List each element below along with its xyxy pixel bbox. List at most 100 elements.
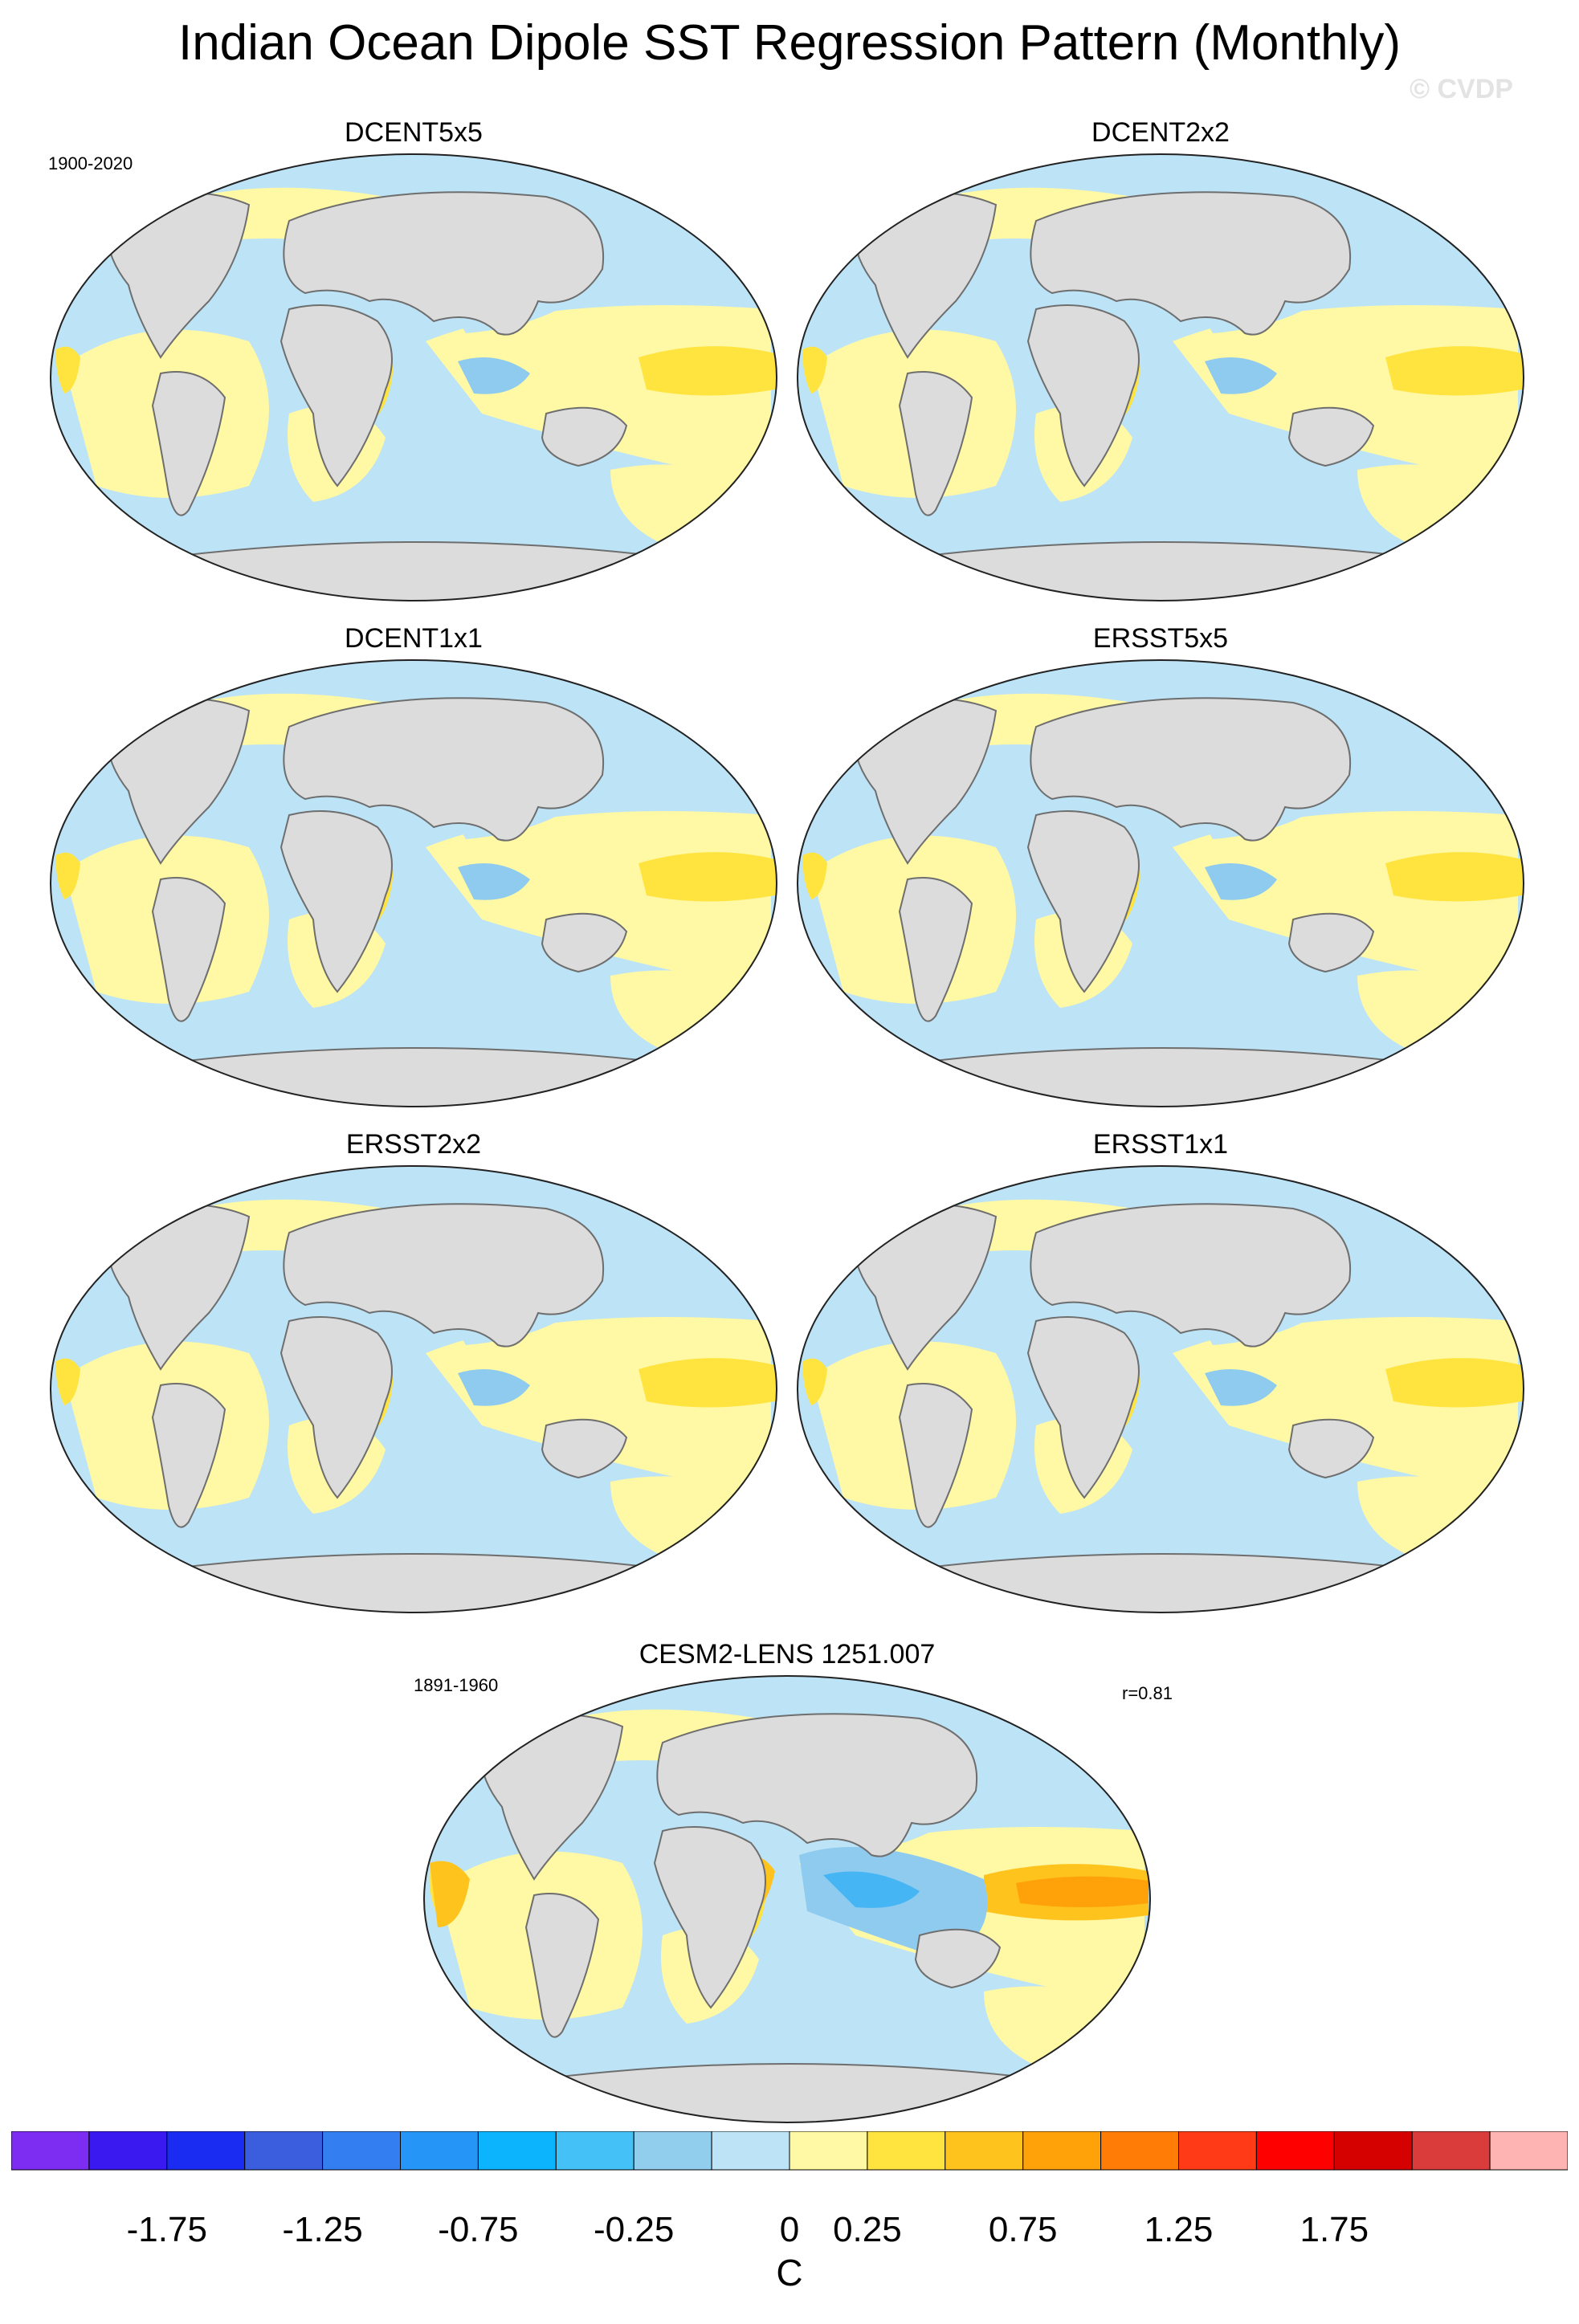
colorbar-swatch — [1489, 2131, 1568, 2171]
land-mass — [656, 1713, 978, 1857]
cvdp-watermark: © CVDP — [1410, 74, 1513, 104]
colorbar-swatch — [88, 2131, 168, 2171]
sst-region — [639, 852, 775, 902]
land-mass — [853, 192, 998, 359]
land-mass — [531, 2063, 1051, 2122]
colorbar-swatch — [711, 2131, 790, 2171]
colorbar-tick-label: -0.25 — [594, 2210, 675, 2249]
world-map — [50, 1165, 777, 1613]
colorbar-tick-label: -0.75 — [438, 2210, 519, 2249]
land-mass — [279, 810, 393, 993]
land-mass — [1026, 1316, 1140, 1499]
colorbar-swatch — [789, 2131, 868, 2171]
land-mass — [1287, 912, 1375, 973]
land-mass — [283, 191, 605, 336]
world-map — [797, 153, 1524, 601]
sst-region — [802, 346, 827, 393]
land-mass — [1026, 304, 1140, 487]
colorbar-swatch — [1100, 2131, 1179, 2171]
map-panel: ERSST5x5 — [795, 622, 1526, 1107]
world-map — [797, 659, 1524, 1107]
colorbar-unit: C — [776, 2252, 803, 2293]
land-mass — [541, 406, 628, 467]
land-mass — [853, 698, 998, 865]
sst-region — [802, 852, 827, 899]
map-border — [50, 153, 777, 601]
land-mass — [151, 371, 226, 516]
land-mass — [283, 697, 605, 842]
colorbar-swatch — [555, 2131, 634, 2171]
correlation-label: r=0.81 — [1122, 1683, 1173, 1703]
colorbar-swatch — [166, 2131, 246, 2171]
map-panel: DCENT5x5 1900-2020 — [48, 116, 779, 601]
period-label: 1900-2020 — [48, 153, 133, 173]
colorbar-tick-label: -1.25 — [282, 2210, 363, 2249]
panel-title: ERSST5x5 — [1092, 623, 1229, 654]
panel-title: ERSST2x2 — [345, 1129, 482, 1160]
sst-region — [458, 1369, 530, 1406]
colorbar-swatch — [1178, 2131, 1257, 2171]
sst-region — [1205, 1369, 1277, 1406]
land-mass — [1287, 1418, 1375, 1479]
colorbar-swatch — [1022, 2131, 1102, 2171]
land-mass — [106, 192, 251, 359]
land-mass — [524, 1893, 600, 2038]
land-mass — [151, 877, 226, 1022]
panel-title: DCENT5x5 — [345, 117, 483, 148]
map-border — [797, 153, 1524, 601]
colorbar-tick-label: -1.75 — [126, 2210, 207, 2249]
colorbar-swatch — [1255, 2131, 1335, 2171]
sst-region — [639, 1358, 775, 1408]
sst-region — [1205, 357, 1277, 394]
land-mass — [1030, 697, 1352, 842]
sst-region — [55, 346, 80, 393]
land-mass — [541, 912, 628, 973]
map-panel: DCENT2x2 — [795, 116, 1526, 601]
colorbar-tick-label: 0.25 — [833, 2210, 902, 2249]
colorbar — [11, 2131, 1568, 2171]
map-border — [50, 1165, 777, 1613]
colorbar-swatch — [1411, 2131, 1491, 2171]
sst-region — [1385, 1358, 1522, 1408]
world-map — [50, 153, 777, 601]
land-mass — [541, 1418, 628, 1479]
colorbar-swatch — [867, 2131, 946, 2171]
period-label: 1891-1960 — [414, 1675, 499, 1695]
panel-title: CESM2-LENS 1251.007 — [639, 1639, 936, 1670]
sst-region — [1385, 852, 1522, 902]
map-border — [797, 1165, 1524, 1613]
colorbar-swatch — [1333, 2131, 1413, 2171]
sst-region — [1385, 346, 1522, 396]
sst-region — [430, 1861, 470, 1927]
world-map — [50, 659, 777, 1107]
colorbar-swatch — [11, 2131, 90, 2171]
map-border — [423, 1675, 1151, 2123]
colorbar-swatch — [945, 2131, 1024, 2171]
sst-region — [1205, 863, 1277, 900]
sst-region — [458, 357, 530, 394]
colorbar-swatch — [633, 2131, 712, 2171]
panel-title: DCENT2x2 — [1091, 117, 1230, 148]
land-mass — [1026, 810, 1140, 993]
sst-region — [458, 863, 530, 900]
land-mass — [157, 1047, 678, 1107]
land-mass — [898, 877, 973, 1022]
world-map — [797, 1165, 1524, 1613]
land-mass — [1030, 1203, 1352, 1348]
land-mass — [1030, 191, 1352, 336]
land-mass — [479, 1714, 624, 1881]
land-mass — [279, 304, 393, 487]
map-border — [797, 659, 1524, 1107]
land-mass — [653, 1826, 766, 2009]
land-mass — [1287, 406, 1375, 467]
colorbar-swatch — [244, 2131, 324, 2171]
land-mass — [106, 698, 251, 865]
colorbar-swatch — [322, 2131, 402, 2171]
land-mass — [279, 1316, 393, 1499]
land-mass — [904, 1553, 1425, 1613]
sst-region — [55, 1358, 80, 1405]
map-panel: ERSST2x2 — [48, 1128, 779, 1613]
map-border — [50, 659, 777, 1107]
land-mass — [283, 1203, 605, 1348]
land-mass — [151, 1383, 226, 1528]
